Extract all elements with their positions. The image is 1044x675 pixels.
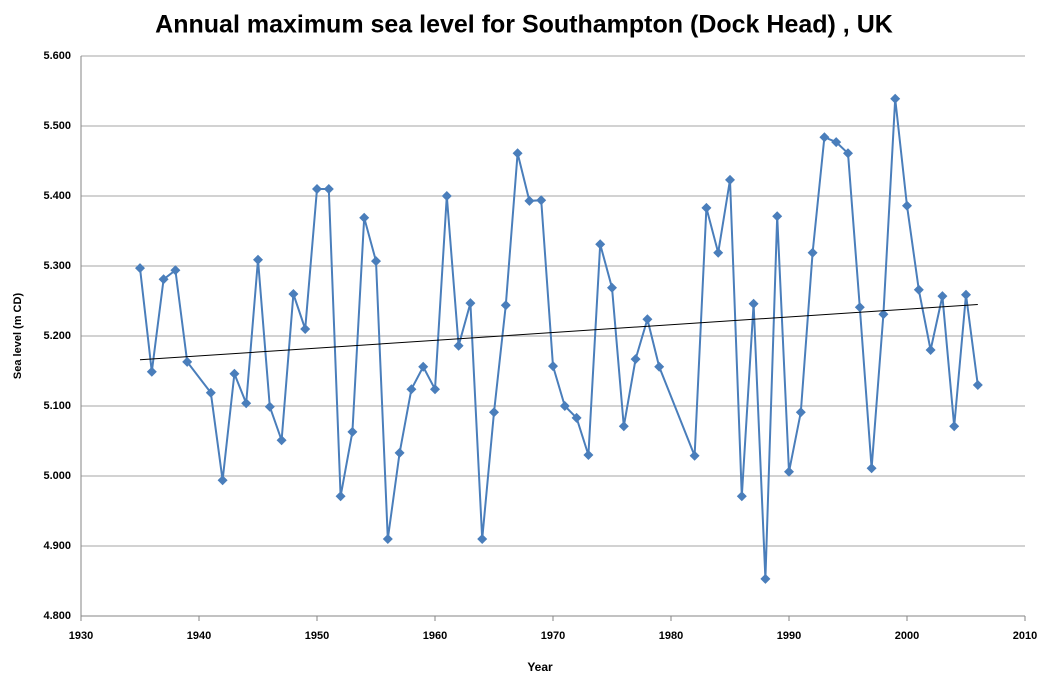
data-point <box>843 148 853 159</box>
data-point <box>276 435 287 446</box>
x-axis-label: Year <box>527 660 553 674</box>
data-point <box>430 384 440 395</box>
data-point <box>583 450 594 460</box>
data-point <box>760 573 771 584</box>
data-point <box>512 148 523 159</box>
x-tick-label: 1980 <box>659 630 683 642</box>
data-point <box>831 137 842 148</box>
data-point <box>819 132 830 143</box>
data-point <box>925 345 936 355</box>
data-point <box>890 93 901 104</box>
trendline <box>139 304 978 361</box>
y-tick-label: 5.000 <box>43 470 71 482</box>
data-point <box>453 340 464 351</box>
data-point <box>158 274 169 285</box>
y-tick-label: 5.600 <box>43 50 71 62</box>
data-point <box>972 380 983 390</box>
data-point <box>394 447 405 458</box>
data-point <box>878 309 889 320</box>
data-point <box>595 239 606 250</box>
data-point <box>489 407 499 418</box>
data-point <box>524 195 535 206</box>
data-point <box>571 412 582 423</box>
data-point <box>477 534 488 544</box>
data-point <box>441 191 452 201</box>
data-point <box>949 421 960 432</box>
x-tick-label: 1940 <box>187 630 211 642</box>
data-point <box>217 475 228 486</box>
data-point <box>323 184 334 194</box>
data-point <box>229 368 240 379</box>
data-point <box>465 298 476 309</box>
data-point <box>961 289 971 300</box>
data-point <box>335 491 346 502</box>
data-point <box>784 466 794 477</box>
data-point <box>406 384 417 395</box>
data-point <box>607 282 617 293</box>
data-point <box>359 212 370 223</box>
data-point <box>772 211 783 222</box>
data-point <box>866 463 877 474</box>
y-tick-label: 5.100 <box>43 400 71 412</box>
data-point <box>854 302 865 313</box>
data-point <box>642 314 653 325</box>
data-point <box>500 300 511 311</box>
data-point <box>713 247 724 258</box>
data-point <box>312 184 322 194</box>
data-point <box>371 256 381 267</box>
x-tick-label: 1960 <box>423 630 447 642</box>
y-tick-label: 5.300 <box>43 260 71 272</box>
data-point <box>689 450 700 461</box>
data-point <box>382 534 393 544</box>
data-point <box>170 265 181 276</box>
chart-title: Annual maximum sea level for Southampton… <box>155 11 893 39</box>
data-point <box>253 254 263 265</box>
y-axis-label: Sea level (m CD) <box>12 293 24 380</box>
x-tick-label: 1930 <box>69 630 93 642</box>
data-point <box>795 407 806 418</box>
data-point <box>654 361 665 372</box>
data-point <box>418 361 429 372</box>
data-point <box>205 387 216 398</box>
data-point <box>725 174 735 185</box>
data-point <box>736 491 747 502</box>
y-tick-label: 5.400 <box>43 190 71 202</box>
data-point <box>264 401 275 412</box>
y-tick-label: 4.800 <box>43 610 71 622</box>
x-tick-label: 1990 <box>777 630 801 642</box>
data-point <box>182 356 193 367</box>
data-point <box>701 202 712 213</box>
y-tick-label: 5.500 <box>43 120 71 132</box>
y-tick-label: 5.200 <box>43 330 71 342</box>
data-point <box>241 398 252 409</box>
data-point <box>548 361 558 372</box>
data-point <box>618 421 629 432</box>
data-point <box>913 284 924 295</box>
x-tick-label: 2000 <box>895 630 919 642</box>
data-point <box>300 324 311 334</box>
data-point <box>536 195 547 206</box>
data-point <box>902 200 912 211</box>
x-tick-label: 1950 <box>305 630 329 642</box>
data-point <box>347 426 358 437</box>
data-point <box>288 289 299 299</box>
data-point <box>748 298 759 309</box>
data-point <box>807 247 818 258</box>
y-tick-label: 4.900 <box>43 540 71 552</box>
data-line <box>139 98 979 579</box>
data-point <box>559 401 570 411</box>
x-tick-label: 2010 <box>1013 630 1037 642</box>
data-point <box>630 354 641 365</box>
data-point <box>937 291 948 302</box>
data-point <box>135 263 145 274</box>
x-tick-label: 1970 <box>541 630 565 642</box>
data-point <box>146 366 157 377</box>
